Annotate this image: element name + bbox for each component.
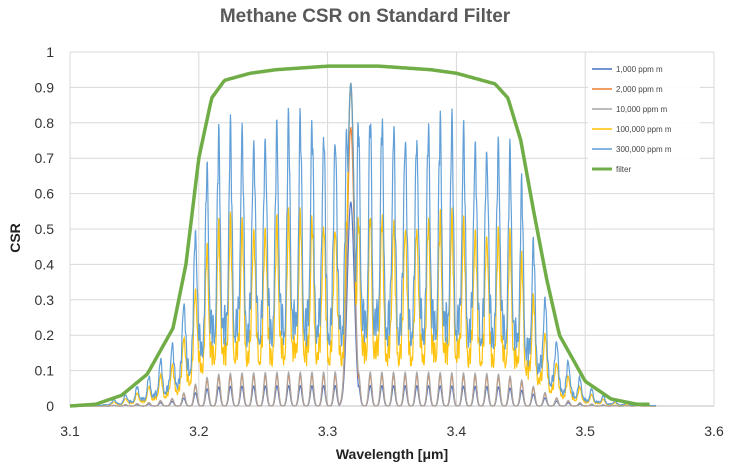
x-tick-label: 3.1 — [60, 423, 80, 439]
y-tick-label: 0.3 — [35, 292, 55, 308]
y-tick-label: 0.5 — [35, 221, 55, 237]
legend: 1,000 ppm m 2,000 ppm m 10,000 ppm m 100,00… — [588, 60, 700, 174]
legend-label: 2,000 ppm m — [616, 85, 663, 94]
y-tick-label: 0 — [46, 398, 54, 414]
y-tick-label: 1 — [46, 44, 54, 60]
legend-box — [588, 60, 700, 172]
x-tick-label: 3.3 — [318, 423, 338, 439]
y-tick-label: 0.6 — [35, 186, 55, 202]
filter-line — [69, 64, 650, 408]
y-tick-label: 0.1 — [35, 363, 55, 379]
x-tick-label: 3.2 — [189, 423, 209, 439]
y-tick-label: 0.4 — [35, 256, 55, 272]
legend-label: 300,000 ppm m — [616, 145, 672, 154]
legend-label: filter — [616, 165, 631, 174]
y-tick-label: 0.8 — [35, 115, 55, 131]
x-tick-label: 3.4 — [447, 423, 467, 439]
y-tick-label: 0.2 — [35, 327, 55, 343]
tick-labels: 0 0.1 0.2 0.3 0.4 0.5 0.6 0.7 0.8 0.9 1 3.1 3.2 3.3 3.… — [35, 44, 724, 439]
legend-label: 100,000 ppm m — [616, 125, 672, 134]
series-line-2 — [70, 89, 657, 407]
x-tick-label: 3.5 — [575, 423, 595, 439]
legend-label: 1,000 ppm m — [616, 65, 663, 74]
x-tick-label: 3.6 — [704, 423, 724, 439]
series-line-4 — [69, 82, 657, 407]
x-axis-title: Wavelength [μm] — [336, 446, 448, 462]
legend-label: 10,000 ppm m — [616, 105, 667, 114]
chart-title: Methane CSR on Standard Filter — [219, 6, 511, 27]
y-axis-title: CSR — [7, 223, 23, 253]
series-layer — [69, 64, 657, 408]
y-tick-label: 0.9 — [35, 79, 55, 95]
y-tick-label: 0.7 — [35, 150, 55, 166]
